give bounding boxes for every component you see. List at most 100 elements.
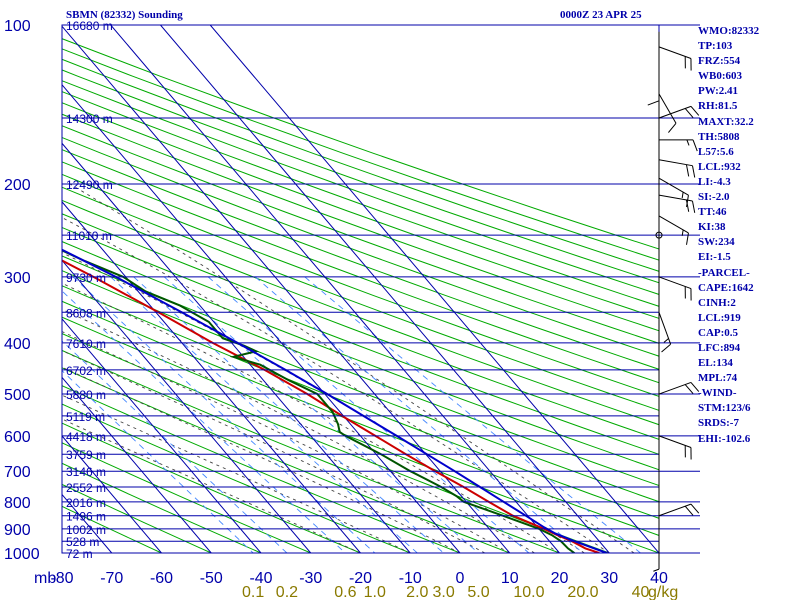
pressure-tick-label: 700 [4, 464, 31, 481]
temperature-tick-label: -70 [100, 570, 123, 587]
mixing-ratio-label: 40 [632, 584, 650, 600]
wind-barb [658, 93, 677, 133]
pressure-tick-label: 300 [4, 270, 31, 287]
index-item: MAXT:32.2 [698, 115, 754, 128]
moist-adiabat [62, 308, 535, 553]
pressure-tick-label: 200 [4, 177, 31, 194]
index-item: SW:234 [698, 236, 735, 249]
dewpoint-profile [62, 249, 575, 553]
index-item: CAP:0.5 [698, 326, 739, 339]
height-label: 12490 m [66, 178, 113, 192]
index-item: LCL:932 [698, 160, 741, 173]
pressure-tick-label: 400 [4, 336, 31, 353]
temperature-tick-label: 30 [600, 570, 618, 587]
height-label: 72 m [66, 547, 93, 561]
wind-barb [659, 139, 698, 152]
temperature-tick-label: -40 [249, 570, 272, 587]
wind-barb [658, 159, 696, 178]
pressure-tick-label: 900 [4, 522, 31, 539]
index-item: WMO:82332 [698, 25, 760, 37]
height-label: 11010 m [66, 229, 112, 243]
temperature-tick-label: -50 [200, 570, 223, 587]
wind-barb [658, 381, 700, 395]
mixing-ratio-label: 20.0 [567, 584, 598, 600]
temperature-tick-label: 20 [551, 570, 569, 587]
temperature-tick-label: -10 [399, 570, 422, 587]
temperature-profile [62, 259, 600, 553]
isotherm [62, 318, 262, 553]
index-item: FRZ:554 [698, 55, 741, 68]
isotherm [62, 201, 361, 553]
temperature-tick-label: -30 [299, 570, 322, 587]
mixing-ratio-label: 0.2 [276, 584, 298, 600]
indices-panel: WMO:82332 TP:103 FRZ:554 WB0:603 PW:2.41 RH:8… [698, 24, 759, 447]
mixing-ratio-label: 0.1 [242, 584, 264, 600]
pressure-tick-label: 100 [4, 18, 31, 35]
wind-barb [658, 46, 692, 71]
wind-barb [653, 535, 660, 572]
mixing-ratio-unit: g/kg [648, 584, 678, 600]
index-item: -PARCEL- [698, 266, 750, 279]
moist-adiabat [62, 217, 610, 553]
index-item: MPL:74 [698, 372, 738, 385]
mixing-ratio-line [110, 276, 418, 553]
index-item: EL:134 [698, 357, 733, 370]
height-label: 7610 m [66, 337, 106, 351]
moist-adiabat [62, 282, 560, 553]
moist-adiabat [62, 394, 411, 553]
index-item: PW:2.41 [698, 85, 739, 98]
index-item: WB0:603 [698, 70, 742, 83]
height-label: 5119 m [66, 410, 105, 424]
isotherm [209, 25, 659, 553]
pressure-tick-label: 600 [4, 429, 31, 446]
moist-adiabat [69, 183, 635, 553]
temperature-tick-label: 10 [501, 570, 519, 587]
height-label: 4418 m [66, 430, 106, 444]
plot-area [62, 25, 659, 553]
isotherm [62, 83, 461, 553]
station-title: SBMN (82332) Sounding [66, 9, 183, 21]
temperature-tick-label: 40 [650, 570, 668, 587]
mixing-ratio-label: 0.6 [334, 584, 356, 600]
height-label: 14300 m [66, 112, 113, 126]
pressure-tick-label: 500 [4, 387, 31, 404]
pressure-tick-label: 800 [4, 495, 31, 512]
wind-barb [647, 66, 660, 106]
isotherm [110, 25, 560, 553]
moist-adiabat [62, 350, 486, 553]
wind-barb [658, 215, 689, 245]
index-item: LFC:894 [698, 341, 741, 354]
index-item: CINH:2 [698, 296, 736, 309]
height-label: 3146 m [66, 465, 106, 479]
index-item: CAPE:1642 [698, 281, 754, 294]
index-item: LCL:919 [698, 311, 741, 324]
mixing-ratio-line [207, 276, 530, 553]
pressure-unit-label: mb [34, 570, 56, 587]
index-item: SI:-2.0 [698, 191, 730, 204]
index-item: LI:-4.3 [698, 175, 731, 188]
isotherm [62, 142, 411, 553]
height-label: 2016 m [66, 496, 106, 510]
wind-barb [658, 435, 692, 460]
index-item: RH:81.5 [698, 100, 738, 113]
wind-barb [658, 105, 700, 119]
index-item: TP:103 [698, 40, 733, 53]
index-item: KI:38 [698, 221, 726, 234]
wind-barb [658, 312, 672, 353]
index-item: SRDS:-7 [698, 417, 739, 430]
mixing-ratio-line [62, 290, 346, 553]
height-label: 528 m [66, 535, 99, 549]
temperature-tick-label: -20 [349, 570, 372, 587]
mixing-ratio-label: 2.0 [406, 584, 428, 600]
index-item: -WIND- [698, 387, 737, 400]
mixing-ratio-label: 3.0 [433, 584, 455, 600]
isotherm [160, 25, 610, 553]
mixing-ratio-label: 5.0 [467, 584, 489, 600]
wind-barb [658, 177, 689, 208]
height-label: 1496 m [66, 510, 106, 524]
mixing-ratio-label: 10.0 [513, 584, 544, 600]
index-item: TH:5808 [698, 130, 740, 143]
index-item: L57:5.6 [698, 145, 734, 158]
height-label: 8608 m [66, 306, 106, 320]
